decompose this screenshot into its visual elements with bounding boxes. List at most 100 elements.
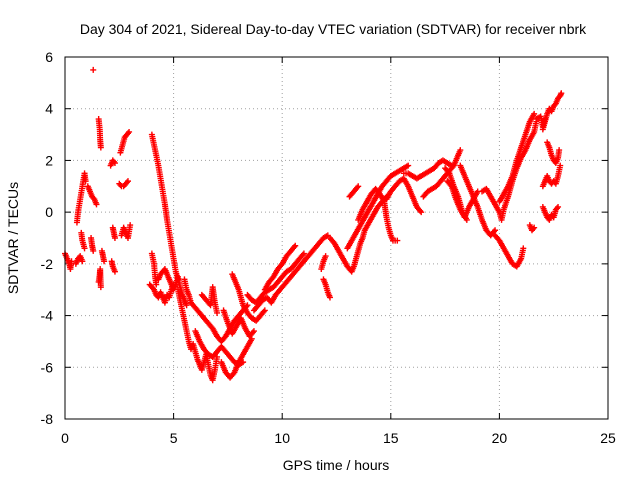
y-axis-label: SDTVAR / TECUs xyxy=(5,182,21,294)
y-tick-label: 6 xyxy=(45,49,53,65)
data-point xyxy=(355,183,362,190)
data-point xyxy=(124,178,131,185)
data-point xyxy=(261,307,268,314)
data-point xyxy=(520,245,527,252)
series-track-38 xyxy=(400,157,455,182)
data-point xyxy=(417,207,424,214)
data-point xyxy=(111,235,118,241)
series-track-51 xyxy=(539,90,565,133)
data-point xyxy=(126,128,133,135)
series-track-15 xyxy=(117,128,133,156)
data-point xyxy=(418,209,425,216)
series-track-17 xyxy=(148,131,181,283)
series-track-14 xyxy=(116,178,131,190)
series-track-02 xyxy=(72,253,86,267)
data-point xyxy=(299,251,306,258)
series-track-19 xyxy=(146,281,177,306)
grid-lines xyxy=(65,57,608,419)
x-tick-label: 25 xyxy=(600,430,616,446)
plot-frame xyxy=(64,56,609,420)
data-point xyxy=(463,216,470,223)
data-point xyxy=(111,268,118,275)
series-track-03 xyxy=(73,170,89,226)
series-track-49 xyxy=(539,162,564,190)
series-track-24 xyxy=(198,284,221,316)
data-point xyxy=(354,184,361,191)
series-track-12 xyxy=(108,258,118,275)
series-track-37 xyxy=(383,175,425,216)
series-track-25 xyxy=(218,335,255,381)
data-point xyxy=(558,90,565,97)
data-point xyxy=(557,162,564,169)
series-track-11 xyxy=(107,157,118,169)
series-track-08 xyxy=(95,116,104,151)
data-point xyxy=(250,328,257,335)
data-point xyxy=(322,253,329,260)
data-point xyxy=(93,201,100,208)
x-tick-label: 5 xyxy=(170,430,178,446)
data-point xyxy=(123,179,130,186)
data-point xyxy=(124,130,131,137)
data-point xyxy=(300,250,307,257)
data-point xyxy=(449,163,456,170)
data-point xyxy=(110,158,117,165)
y-tick-label: 4 xyxy=(45,101,53,117)
data-point xyxy=(531,224,538,231)
series-track-10 xyxy=(98,247,108,265)
series-track-04 xyxy=(78,229,88,252)
series-track-13 xyxy=(109,224,118,241)
data-point xyxy=(326,294,333,301)
series-track-07 xyxy=(90,66,97,73)
data-point xyxy=(492,227,499,234)
data-point xyxy=(556,147,563,154)
data-point xyxy=(405,162,412,169)
series-track-16 xyxy=(118,222,134,241)
axis-ticks: 0 5 10 15 20 25 -8 -6 -4 -2 0 2 4 6 xyxy=(41,49,616,446)
y-tick-label: -6 xyxy=(41,359,54,375)
data-point xyxy=(111,160,118,167)
data-point xyxy=(291,244,298,251)
data-point xyxy=(97,284,104,291)
data-point xyxy=(553,205,560,212)
data-point xyxy=(97,144,104,151)
data-point xyxy=(90,66,97,73)
data-point xyxy=(490,228,497,235)
data-point xyxy=(101,258,108,265)
series-track-21 xyxy=(174,286,221,384)
y-tick-label: -8 xyxy=(41,411,54,427)
series-track-50 xyxy=(539,203,562,223)
series-track-45 xyxy=(496,110,538,205)
series-track-48 xyxy=(544,139,563,167)
series-track-05 xyxy=(84,183,100,208)
series-track-06 xyxy=(88,235,97,254)
series-track-35 xyxy=(355,185,401,244)
data-point xyxy=(153,281,160,288)
data-point xyxy=(530,225,537,232)
x-tick-label: 0 xyxy=(61,430,69,446)
series-track-29 xyxy=(250,232,331,314)
x-tick-label: 10 xyxy=(274,430,290,446)
data-point xyxy=(149,285,156,292)
data-point xyxy=(445,169,452,176)
series-track-26 xyxy=(229,271,268,324)
data-point xyxy=(214,309,221,316)
data-point xyxy=(81,245,88,252)
series-track-31 xyxy=(318,253,329,273)
data-series xyxy=(62,66,565,384)
series-track-44 xyxy=(492,232,527,270)
series-track-39 xyxy=(420,147,464,200)
data-point xyxy=(90,247,97,254)
data-point xyxy=(292,242,299,249)
data-point xyxy=(394,237,401,244)
data-point xyxy=(90,194,97,201)
series-track-18 xyxy=(148,250,160,288)
data-point xyxy=(127,222,134,229)
series-track-01 xyxy=(62,250,75,273)
data-point xyxy=(79,258,86,265)
data-point xyxy=(531,110,538,117)
data-point xyxy=(68,258,75,265)
series-track-33 xyxy=(326,193,390,275)
data-point xyxy=(249,329,256,336)
y-tick-label: -4 xyxy=(41,308,54,324)
